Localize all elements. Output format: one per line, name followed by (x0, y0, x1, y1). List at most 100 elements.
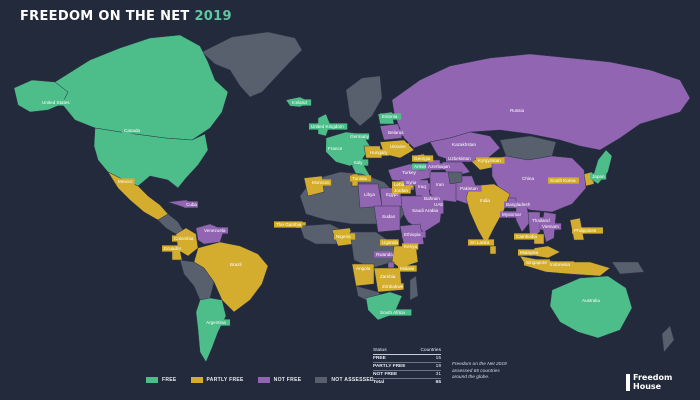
country-label-box (410, 207, 444, 214)
country-label-box (398, 265, 417, 272)
country-label-box (524, 259, 551, 266)
stats-status: PARTLY FREE (373, 364, 406, 369)
country-label-russia: Russia (508, 107, 527, 114)
footnote: Freedom on the Net 2019 assessed 65 coun… (452, 362, 507, 382)
stats-row-not-free: NOT FREE 31 (373, 371, 441, 379)
country-label-kazakhstan: Kazakhstan (450, 141, 479, 148)
country-label-box (202, 227, 229, 234)
country-name: Zimbabwe (382, 284, 404, 289)
stats-header: Status Countries (373, 347, 441, 355)
legend-swatch-partly-free (190, 377, 203, 383)
region-argentina (195, 297, 227, 363)
country-label-pakistan: Pakistan (458, 185, 482, 192)
region-india (465, 183, 511, 245)
stats-row-partly-free: PARTLY FREE 19 (373, 363, 441, 371)
country-label-box (548, 177, 579, 184)
country-label-angola: Angola (354, 265, 373, 272)
country-label-box (434, 181, 448, 188)
region-australia (549, 275, 633, 339)
logo-text: Freedom House (633, 373, 672, 391)
country-name: Italy (354, 160, 363, 165)
country-label-france: France (326, 145, 345, 152)
footnote-line: Freedom on the Net 2019 (452, 362, 507, 367)
country-name: UAE (434, 202, 443, 207)
country-label-box (520, 175, 537, 182)
country-name: Russia (510, 108, 524, 113)
country-label-myanmar: Myanmar (500, 211, 522, 218)
country-label-box (116, 178, 135, 185)
stats-row-free: FREE 15 (373, 355, 441, 363)
region-russia (391, 53, 691, 151)
country-name: Turkey (402, 170, 417, 175)
legend: FREE PARTLY FREE NOT FREE NOT ASSESSED (146, 377, 374, 383)
region-venezuela (195, 223, 225, 245)
country-name: Bahrain (424, 196, 440, 201)
country-name: Japan (592, 174, 605, 179)
country-name: Jordan (394, 188, 408, 193)
country-label-zimbabwe: Zimbabwe (380, 283, 404, 290)
country-name: Estonia (382, 114, 398, 119)
country-label-libya: Libya (362, 191, 379, 198)
country-name: Armenia (414, 164, 432, 169)
country-name: Australia (582, 298, 600, 303)
region-greenland (201, 31, 303, 98)
country-name: Nigeria (336, 234, 351, 239)
country-name: Venezuela (204, 228, 226, 233)
country-label-china: China (520, 175, 537, 182)
country-label-malawi: Malawi (398, 265, 417, 272)
country-label-box (476, 157, 505, 164)
country-name: Tunisia (352, 176, 367, 181)
country-label-box (514, 233, 538, 240)
country-label-box (392, 181, 414, 188)
country-name: United Kingdom (311, 124, 344, 129)
country-label-turkey: Turkey (400, 169, 419, 176)
legend-swatch-not-free (257, 377, 270, 383)
stats-count: 15 (435, 356, 441, 361)
country-label-box (412, 155, 434, 162)
country-name: Hungary (370, 150, 388, 155)
stats-count: 31 (435, 372, 441, 377)
country-label-box (540, 223, 562, 230)
country-label-ukraine: Ukraine (388, 143, 410, 150)
country-label-malaysia: Malaysia (518, 249, 542, 256)
country-label-box (422, 195, 444, 202)
country-label-saudi-arabia: Saudi Arabia (410, 207, 444, 214)
landmasses (13, 31, 691, 363)
stats-status: NOT FREE (373, 372, 398, 377)
title-year: 2019 (194, 9, 232, 24)
country-label-bangladesh: Bangladesh (504, 201, 533, 208)
country-name: Georgia (414, 156, 431, 161)
country-name: Cambodia (516, 234, 537, 239)
country-label-box (362, 191, 379, 198)
freedom-house-logo: Freedom House (626, 373, 672, 391)
country-label-bahrain: Bahrain (422, 195, 444, 202)
country-label-kenya: Kenya (402, 243, 419, 250)
country-label-vietnam: Vietnam (540, 223, 562, 230)
country-label-box (500, 211, 522, 218)
country-label-ecuador: Ecuador (162, 245, 184, 252)
country-label-iraq: Iraq (416, 183, 430, 190)
legend-label-not-assessed: NOT ASSESSED (331, 377, 374, 383)
country-name: Iran (436, 182, 444, 187)
country-label-box (504, 201, 533, 208)
country-label-argentina: Argentina (204, 319, 231, 326)
legend-swatch-free (146, 377, 158, 383)
country-label-box (274, 221, 303, 228)
legend-label-free: FREE (162, 377, 177, 383)
country-label-cuba: Cuba (184, 201, 198, 208)
country-label-south-korea: South Korea (548, 177, 579, 184)
country-name: Syria (406, 180, 417, 185)
country-label-cambodia: Cambodia (514, 233, 538, 240)
region-new-zealand (661, 325, 675, 353)
country-label-box (162, 245, 184, 252)
country-label-box (400, 169, 419, 176)
country-label-japan: Japan (590, 173, 607, 180)
country-label-hungary: Hungary (368, 149, 390, 156)
country-name: Indonesia (550, 262, 570, 267)
country-label-united-kingdom: United Kingdom (309, 123, 348, 130)
country-label-box (380, 113, 402, 120)
country-label-box (402, 243, 419, 250)
country-name: Vietnam (542, 224, 559, 229)
country-label-box (228, 261, 247, 268)
country-name: Saudi Arabia (412, 208, 438, 213)
